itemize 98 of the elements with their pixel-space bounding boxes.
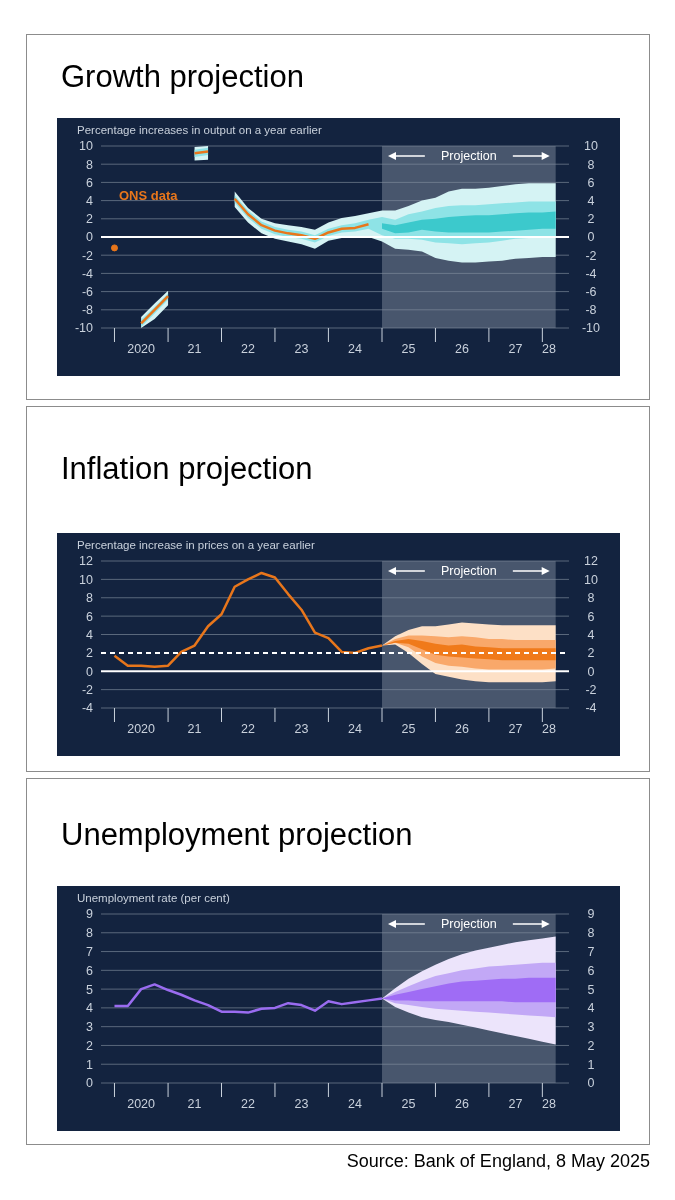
y-tick-label: -2	[81, 248, 94, 263]
x-tick-label: 27	[508, 1097, 523, 1111]
y-tick-label: 5	[86, 982, 94, 997]
x-tick-label: 22	[241, 342, 256, 356]
y-tick-label: 8	[86, 157, 94, 172]
y-tick-label: 2	[86, 1038, 94, 1053]
y-tick-label: 6	[86, 963, 94, 978]
chart-title: Inflation projection	[61, 450, 314, 488]
chart-title: Unemployment projection	[61, 816, 414, 854]
y-tick-label: -8	[81, 303, 94, 318]
x-tick-label: 23	[294, 1097, 309, 1111]
x-tick-label: 25	[401, 722, 416, 736]
x-tick-label: 22	[241, 1097, 256, 1111]
y2-tick-label: 0	[587, 230, 595, 245]
x-tick-label: 26	[455, 722, 469, 736]
band-label: Projection	[441, 149, 497, 163]
y2-tick-label: 9	[587, 907, 595, 922]
text: ONS data	[119, 188, 178, 203]
y2-tick-label: -8	[585, 303, 597, 318]
y2-tick-label: 0	[587, 1076, 595, 1091]
y-tick-label: 10	[79, 572, 94, 587]
y2-tick-label: 10	[584, 572, 598, 587]
y-tick-label: -4	[81, 266, 94, 281]
x-tick-label: 28	[541, 1097, 556, 1111]
y-tick-label: 10	[79, 139, 94, 154]
y-tick-label: 6	[86, 175, 94, 190]
band-label: Projection	[441, 917, 497, 931]
y-tick-label: 2	[86, 646, 94, 661]
x-tick-label: 24	[348, 342, 363, 356]
y2-tick-label: 6	[587, 175, 595, 190]
x-tick-label: 21	[187, 722, 202, 736]
y2-tick-label: -2	[585, 683, 597, 698]
y2-tick-label: -4	[585, 701, 597, 716]
y2-tick-label: 7	[587, 944, 595, 959]
y2-tick-label: -4	[585, 266, 597, 281]
y2-tick-label: 3	[587, 1020, 595, 1035]
y-tick-label: -10	[74, 321, 94, 336]
x-tick-label: 21	[187, 342, 202, 356]
y-tick-label: 4	[86, 1001, 94, 1016]
y2-tick-label: 0	[587, 664, 595, 679]
x-tick-label: 27	[508, 722, 523, 736]
y-tick-label: 2	[86, 212, 94, 227]
y2-tick-label: 2	[587, 1038, 595, 1053]
y-tick-label: -4	[81, 701, 94, 716]
y2-tick-label: 8	[587, 926, 595, 941]
y-tick-label: 8	[86, 926, 94, 941]
y2-tick-label: 8	[587, 157, 595, 172]
y-tick-label: -6	[81, 285, 94, 300]
x-tick-label: 24	[348, 1097, 363, 1111]
y-tick-label: 8	[86, 591, 94, 606]
x-tick-label: 28	[541, 722, 556, 736]
y2-tick-label: 4	[587, 627, 595, 642]
y-tick-label: 0	[86, 230, 94, 245]
y2-tick-label: -2	[585, 248, 597, 263]
y2-tick-label: 1	[587, 1057, 595, 1072]
chart-title: Growth projection	[61, 58, 305, 96]
y-tick-label: 12	[79, 554, 94, 569]
y2-tick-label: 8	[587, 591, 595, 606]
x-tick-label: 27	[508, 342, 523, 356]
y2-tick-label: 5	[587, 982, 595, 997]
x-tick-label: 2020	[127, 342, 156, 356]
y-axis-title: Percentage increase in prices on a year earlier	[77, 539, 315, 551]
y-tick-label: 3	[86, 1020, 94, 1035]
y-tick-label: 9	[86, 907, 94, 922]
y-axis-title: Percentage increases in output on a year earlier	[77, 124, 322, 136]
y2-tick-label: 12	[584, 554, 598, 569]
x-tick-label: 26	[455, 1097, 469, 1111]
y2-tick-label: -6	[585, 285, 597, 300]
x-tick-label: 21	[187, 1097, 202, 1111]
y2-tick-label: 4	[587, 1001, 595, 1016]
x-tick-label: 26	[455, 342, 469, 356]
source-note: Source: Bank of England, 8 May 2025	[345, 1151, 650, 1172]
y-axis-title: Unemployment rate (per cent)	[77, 892, 230, 904]
x-tick-label: 25	[401, 1097, 416, 1111]
y-tick-label: 7	[86, 944, 94, 959]
x-tick-label: 24	[348, 722, 363, 736]
band-label: Projection	[441, 564, 497, 578]
y-tick-label: 1	[86, 1057, 94, 1072]
x-tick-label: 25	[401, 342, 416, 356]
x-tick-label: 28	[541, 342, 556, 356]
x-tick-label: 23	[294, 722, 309, 736]
y2-tick-label: 4	[587, 194, 595, 209]
y-tick-label: 4	[86, 627, 94, 642]
x-tick-label: 2020	[127, 722, 156, 736]
y2-tick-label: 2	[587, 646, 595, 661]
y2-tick-label: -10	[581, 321, 601, 336]
y2-tick-label: 2	[587, 212, 595, 227]
y-tick-label: 6	[86, 609, 94, 624]
x-tick-label: 2020	[127, 1097, 156, 1111]
y-tick-label: 0	[86, 664, 94, 679]
y2-tick-label: 6	[587, 963, 595, 978]
y-tick-label: 0	[86, 1076, 94, 1091]
y-tick-label: -2	[81, 683, 94, 698]
y2-tick-label: 10	[584, 139, 598, 154]
x-tick-label: 22	[241, 722, 256, 736]
x-tick-label: 23	[294, 342, 309, 356]
y2-tick-label: 6	[587, 609, 595, 624]
y-tick-label: 4	[86, 194, 94, 209]
